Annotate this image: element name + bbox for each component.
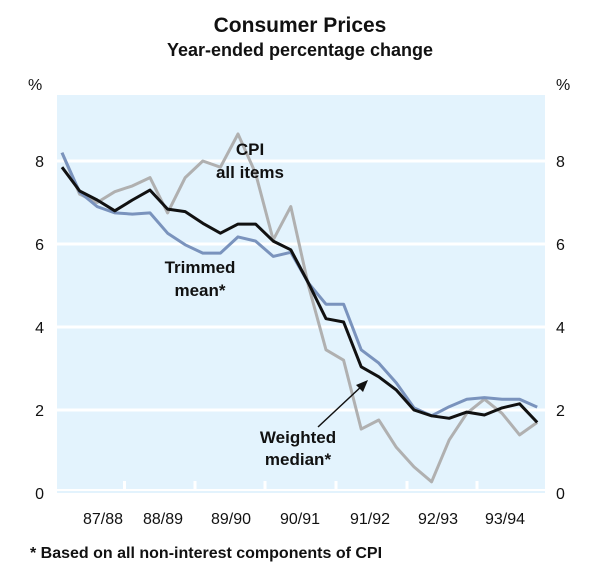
footnote: * Based on all non-interest components o… [30, 545, 382, 562]
series-label: mean* [174, 281, 225, 300]
y-tick-label-left: 8 [35, 154, 44, 171]
x-tick-label: 88/89 [143, 511, 183, 528]
x-tick-label: 92/93 [418, 511, 458, 528]
x-tick-label: 87/88 [83, 511, 123, 528]
series-label: Weighted [260, 428, 336, 447]
y-tick-label-left: 4 [35, 320, 44, 337]
x-tick-label: 91/92 [350, 511, 390, 528]
y-tick-label-left: 0 [35, 486, 44, 503]
y-tick-label-right: 0 [556, 486, 565, 503]
series-line-2 [60, 166, 539, 424]
series-label: median* [265, 450, 332, 469]
x-tick-label: 90/91 [280, 511, 320, 528]
chart-subtitle: Year-ended percentage change [167, 40, 433, 60]
y-tick-label-right: 4 [556, 320, 565, 337]
annotation-arrow-line [317, 383, 365, 428]
x-tick-label: 93/94 [485, 511, 525, 528]
series-label: CPI [236, 140, 264, 159]
y-tick-label-left: 6 [35, 237, 44, 254]
x-tick-label: 89/90 [211, 511, 251, 528]
y-tick-label-right: 8 [556, 154, 565, 171]
y-tick-label-right: 2 [556, 403, 565, 420]
y-axis-unit-right: % [556, 77, 570, 94]
y-tick-label-left: 2 [35, 403, 44, 420]
series-label: Trimmed [165, 258, 236, 277]
y-tick-label-right: 6 [556, 237, 565, 254]
chart-title: Consumer Prices [214, 14, 387, 37]
y-axis-unit-left: % [28, 77, 42, 94]
annotation-arrow-head [356, 380, 368, 392]
series-label: all items [216, 163, 284, 182]
series-line-0 [60, 132, 539, 484]
